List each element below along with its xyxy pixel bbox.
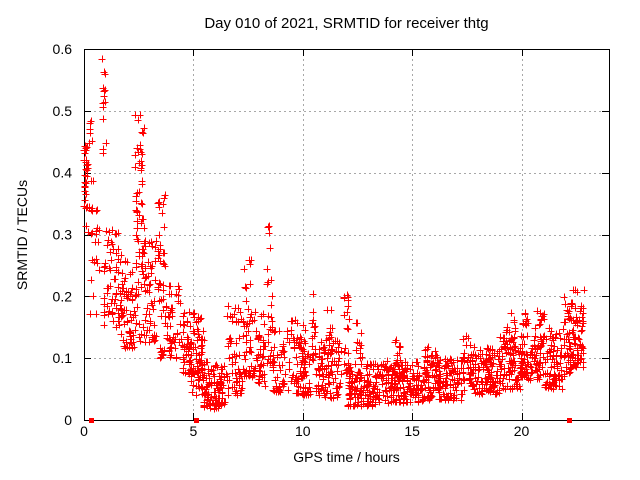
svg-text:15: 15 <box>404 423 420 439</box>
y-axis-label: SRMTID / TECUs <box>14 179 30 291</box>
chart-title: Day 010 of 2021, SRMTID for receiver tht… <box>204 15 489 32</box>
svg-text:20: 20 <box>514 423 530 439</box>
svg-text:0.6: 0.6 <box>53 41 73 57</box>
svg-text:10: 10 <box>295 423 311 439</box>
svg-text:0.4: 0.4 <box>53 165 73 181</box>
svg-text:0.5: 0.5 <box>53 103 73 119</box>
svg-text:0.2: 0.2 <box>53 288 73 304</box>
svg-text:0.1: 0.1 <box>53 350 73 366</box>
x-axis-label: GPS time / hours <box>293 449 400 465</box>
svg-text:0.3: 0.3 <box>53 227 73 243</box>
svg-text:0: 0 <box>80 423 88 439</box>
svg-text:0: 0 <box>64 412 72 428</box>
svg-text:5: 5 <box>189 423 197 439</box>
